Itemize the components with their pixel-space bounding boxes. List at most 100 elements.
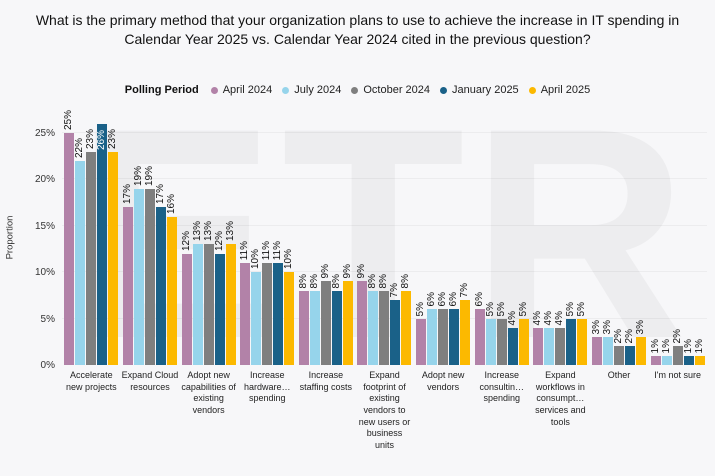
bar: 3% (635, 320, 647, 365)
bar: 25% (63, 110, 75, 365)
bar-group: 1% 1% 2% 1% 1% (648, 113, 707, 365)
gridline (62, 178, 707, 180)
bar: 8% (309, 274, 320, 365)
bar-value-label: 22% (74, 137, 86, 158)
bar: 22% (74, 138, 86, 365)
bar: 7% (389, 283, 401, 365)
y-axis-label: Proportion (4, 215, 16, 260)
bar-value-label: 8% (297, 273, 309, 288)
y-tick-label: 5% (40, 313, 55, 325)
bar-value-label: 10% (250, 248, 262, 269)
bar-group: 9% 8% 8% 7% 8% (355, 113, 414, 365)
legend-item-label: January 2025 (452, 84, 519, 96)
category-label: Other (607, 370, 631, 380)
bar-value-label: 6% (473, 291, 485, 306)
legend-dot (282, 86, 290, 94)
bar-value-label: 2% (624, 328, 636, 343)
category-label: Adopt new capabilities of existing vendo… (181, 370, 236, 416)
bar-value-label: 4% (506, 310, 518, 325)
bar-value-label: 7% (459, 282, 471, 297)
bar: 5% (485, 302, 496, 365)
y-tick-label: 25% (34, 128, 55, 139)
plot-area: ETR 25% 22% 23% 26% 23% 17% 19% 19% 17% 16% 12% 13%… (35, 109, 707, 371)
legend-item: April 2024 (210, 84, 272, 96)
category-label: Accelerate new projects (66, 370, 117, 392)
bar-value-label: 25% (63, 109, 75, 130)
bar: 19% (144, 166, 155, 365)
bar: 4% (554, 311, 566, 365)
bar: 6% (426, 292, 438, 365)
bar: 6% (474, 292, 485, 365)
bar-group: 4% 4% 4% 5% 5% (531, 113, 590, 365)
bar-value-label: 2% (613, 328, 625, 343)
bar-value-label: 8% (330, 273, 342, 288)
bar: 8% (367, 274, 379, 365)
bar: 8% (378, 274, 390, 365)
legend-item: January 2025 (440, 84, 519, 96)
chart-title: What is the primary method that your org… (35, 12, 680, 48)
bar-value-label: 5% (484, 301, 496, 316)
bar-group: 5% 6% 6% 6% 7% (414, 113, 473, 365)
bar-group: 8% 8% 9% 8% 9% (297, 113, 356, 365)
gridline (62, 271, 707, 273)
bar: 4% (507, 311, 518, 365)
legend-item-label: April 2025 (540, 84, 591, 96)
bar: 8% (400, 274, 412, 365)
bar: 23% (85, 129, 97, 365)
category-label: Increase hardware… spending (243, 370, 291, 404)
bar-value-label: 8% (400, 273, 412, 288)
bar: 13% (192, 221, 203, 365)
y-tick-label: 20% (34, 174, 55, 186)
bar-value-label: 8% (308, 273, 320, 288)
gridline (62, 132, 707, 133)
bar: 16% (166, 194, 177, 365)
bar: 8% (331, 274, 342, 365)
bar: 5% (518, 302, 529, 365)
bar: 5% (576, 302, 588, 365)
bar-value-label: 26% (96, 129, 108, 150)
bar: 2% (624, 329, 636, 365)
bar-value-label: 12% (180, 230, 192, 251)
y-tick-label: 10% (34, 267, 55, 279)
bar-group: 12% 13% 13% 12% 13% (179, 113, 238, 365)
bar: 13% (203, 221, 214, 365)
legend-item-label: July 2024 (294, 84, 342, 96)
category-label: Expand Cloud resources (121, 370, 179, 392)
bar-group: 6% 5% 5% 4% 5% (472, 113, 531, 365)
bar-value-label: 23% (85, 128, 97, 149)
x-axis-category-labels: Accelerate new projects Expand Cloud reso… (62, 370, 707, 452)
bar-value-label: 5% (565, 301, 577, 316)
bar: 5% (565, 302, 577, 365)
bar: 12% (181, 231, 192, 365)
bar: 5% (496, 302, 507, 365)
bar-value-label: 1% (660, 338, 672, 353)
category-label: Expand workflows in consumpt… services a… (535, 370, 586, 427)
bar-value-label: 9% (319, 263, 331, 278)
bar-value-label: 5% (415, 301, 427, 316)
bar-value-label: 2% (671, 328, 683, 343)
bar: 13% (225, 221, 236, 365)
bar-value-label: 4% (532, 310, 544, 325)
bar-value-label: 11% (272, 240, 284, 260)
legend-item: April 2025 (528, 84, 591, 96)
bar-value-label: 17% (121, 183, 133, 204)
bar: 4% (532, 311, 544, 365)
bar-group: 17% 19% 19% 17% 16% (121, 113, 180, 365)
legend-title: Polling Period (124, 84, 199, 96)
bar: 9% (356, 264, 368, 365)
bar-value-label: 13% (224, 220, 236, 241)
category-label: Expand footprint of existing vendors to … (358, 370, 411, 451)
bar: 5% (415, 302, 427, 365)
bar-value-label: 8% (367, 273, 379, 288)
legend-item: July 2024 (282, 84, 341, 96)
bar-value-label: 13% (202, 220, 214, 241)
legend-item: October 2024 (351, 84, 430, 96)
bar: 12% (214, 231, 225, 365)
bar: 1% (694, 339, 705, 365)
bar-value-label: 5% (517, 301, 529, 316)
bar: 11% (239, 241, 251, 365)
y-tick-label: 15% (34, 220, 55, 232)
bar: 9% (342, 264, 353, 365)
bar: 10% (250, 249, 262, 365)
